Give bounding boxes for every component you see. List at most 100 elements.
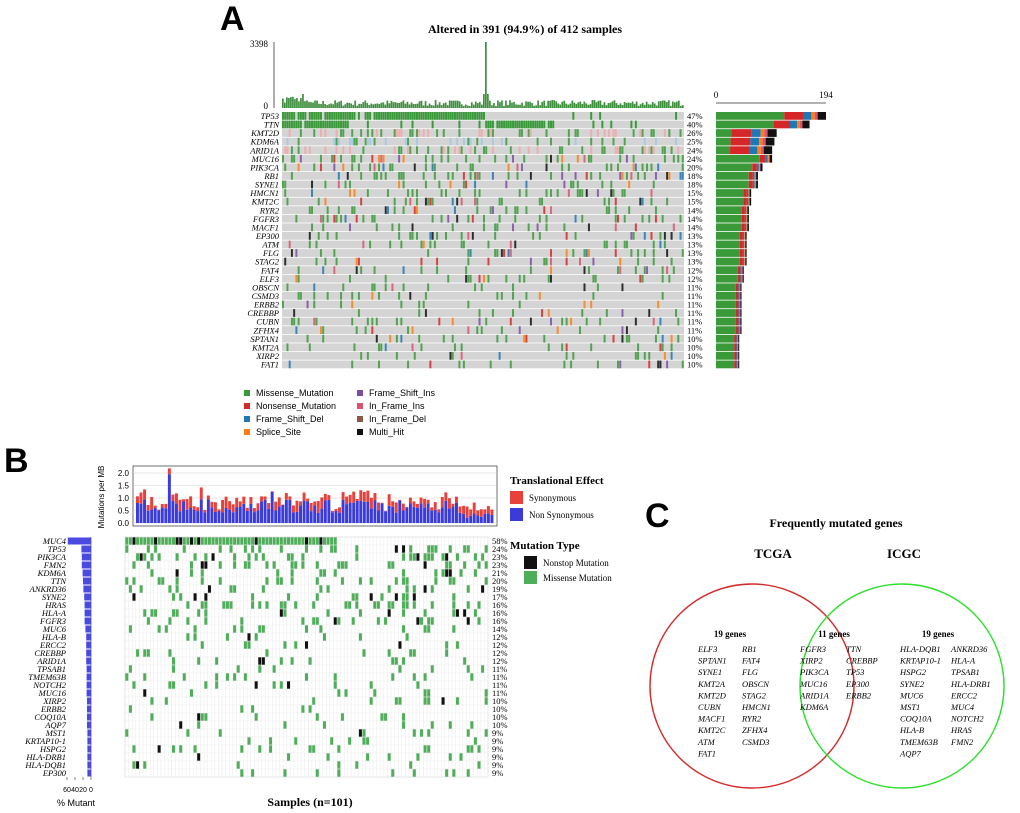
mutation-cell (353, 189, 356, 197)
mutation-cell (132, 537, 136, 545)
mutation-cell (630, 120, 633, 129)
mutation-cell (175, 553, 179, 561)
tmb-bar-syn (295, 500, 299, 512)
mutation-cell (478, 317, 481, 326)
mutation-cell (561, 154, 564, 163)
mutation-cell (326, 537, 330, 545)
mutation-cell (652, 180, 655, 189)
mutation-cell (294, 561, 298, 569)
tmb-bar (328, 104, 330, 108)
mutation-cell (297, 120, 300, 129)
mutation-cell (527, 120, 530, 129)
venn-gene: AQP7 (899, 748, 922, 758)
tmb-bar (563, 100, 566, 108)
tmb-bar-syn (352, 491, 356, 503)
mutation-cell (371, 283, 374, 292)
mutation-cell (312, 745, 316, 753)
tmb-bar (661, 100, 664, 108)
tmb-bar-nonsyn (408, 503, 412, 523)
mutation-cell (150, 713, 154, 721)
mutation-cell (487, 120, 490, 129)
percent-label: 12% (687, 274, 703, 284)
tmb-bar-nonsyn (189, 507, 193, 523)
tmb-bar-syn (472, 502, 476, 514)
mutant-bar (87, 737, 91, 745)
tmb-bar (495, 105, 497, 108)
tmb-bar-syn (483, 509, 487, 514)
mutation-cell (623, 189, 626, 197)
tmb-bar (446, 105, 449, 108)
mutation-cell (481, 665, 485, 673)
mutation-cell (337, 745, 341, 753)
venn-gene: HLA-DQB1 (899, 644, 941, 654)
mutation-cell (496, 291, 499, 300)
mutation-cell (529, 257, 532, 266)
mutation-cell (455, 553, 459, 561)
mutation-cell (652, 129, 655, 137)
mutation-cell (404, 137, 407, 146)
mutation-cell (301, 553, 305, 561)
mutation-cell (467, 214, 470, 223)
mutation-cell (290, 537, 294, 545)
tmb-bar-nonsyn (206, 499, 210, 523)
count-bar-missense (716, 231, 740, 240)
mutation-cell (340, 291, 343, 300)
mutation-cell (427, 129, 430, 137)
tmb-bar-nonsyn (313, 505, 317, 523)
count-bar-segment (740, 300, 742, 309)
mutation-cell (473, 553, 477, 561)
tmb-bar (483, 94, 485, 108)
tmb-bar (637, 105, 640, 108)
count-bar-segment (738, 300, 740, 309)
tmb-bar-syn (228, 501, 232, 510)
mutation-cell (193, 633, 197, 641)
gene-label: MUC4 (42, 536, 67, 546)
mutation-cell (681, 163, 684, 172)
mutation-cell (324, 112, 327, 120)
mutation-cell (308, 146, 311, 155)
mutation-cell (299, 154, 302, 163)
count-bar-missense (716, 197, 744, 206)
type-swatch (524, 571, 537, 584)
tmb-bar (491, 105, 493, 108)
mutation-cell (565, 351, 568, 360)
mutation-cell (261, 553, 265, 561)
gene-label: ERBB2 (40, 704, 67, 714)
count-bar-segment (774, 120, 791, 129)
mutation-cell (431, 231, 434, 240)
mutation-cell (423, 745, 427, 753)
mutation-cell (186, 617, 190, 625)
mutation-cell (467, 274, 470, 283)
mutation-cell (558, 146, 561, 155)
mutation-cell (520, 129, 523, 137)
mutation-cell (369, 577, 373, 585)
mutation-cell (319, 112, 322, 120)
percent-label: 11% (687, 291, 702, 301)
count-bar-missense (716, 146, 731, 155)
venn-gene: ZFHX4 (742, 725, 768, 735)
mutation-cell (543, 257, 546, 266)
mutation-cell (445, 112, 448, 120)
venn-gene: TTN (846, 644, 862, 654)
count-bar-segment (790, 120, 798, 129)
tmb-bar (316, 100, 318, 108)
gene-label: KRTAP10-1 (24, 736, 66, 746)
mutation-cell (319, 214, 322, 223)
mutation-cell (306, 120, 309, 129)
mutant-bar (84, 601, 91, 609)
mutation-cell (538, 197, 541, 206)
mutation-cell (599, 171, 602, 180)
mutation-cell (503, 120, 506, 129)
mutation-cell (630, 171, 633, 180)
mutation-cell (398, 665, 402, 673)
mutation-cell (467, 249, 470, 257)
percent-label: 13% (687, 231, 703, 241)
tmb-bar-syn (150, 496, 154, 510)
tmb-bar-syn (455, 496, 458, 503)
mutation-cell (625, 326, 628, 335)
count-bar-segment (749, 189, 752, 197)
mutation-cell (547, 120, 550, 129)
mutation-cell (391, 223, 394, 232)
mutation-cell (193, 537, 197, 545)
mutation-cell (550, 171, 552, 180)
